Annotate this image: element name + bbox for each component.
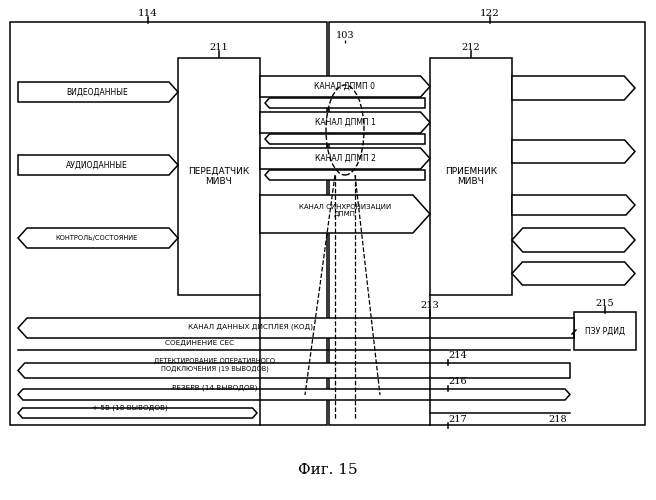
Text: КАНАЛ ДПМП 1: КАНАЛ ДПМП 1 bbox=[315, 118, 375, 126]
Polygon shape bbox=[260, 148, 430, 169]
Text: 217: 217 bbox=[448, 416, 467, 424]
Text: 122: 122 bbox=[480, 8, 500, 18]
Polygon shape bbox=[18, 228, 178, 248]
Polygon shape bbox=[265, 134, 425, 144]
Text: 211: 211 bbox=[210, 42, 228, 51]
Text: + 5В (18 ВЫВОДОВ): + 5В (18 ВЫВОДОВ) bbox=[92, 405, 168, 411]
Polygon shape bbox=[18, 318, 574, 338]
Polygon shape bbox=[18, 389, 570, 400]
Polygon shape bbox=[265, 170, 425, 180]
Polygon shape bbox=[512, 76, 635, 100]
Text: СОЕДИНЕНИЕ СЕС: СОЕДИНЕНИЕ СЕС bbox=[165, 340, 235, 346]
Text: АУДИОДАННЫЕ: АУДИОДАННЫЕ bbox=[66, 160, 128, 170]
Bar bbox=[10, 22, 327, 425]
Text: 103: 103 bbox=[336, 32, 354, 40]
Text: 216: 216 bbox=[448, 378, 466, 386]
Polygon shape bbox=[18, 155, 178, 175]
Text: ПЗУ РДИД: ПЗУ РДИД bbox=[585, 326, 625, 336]
Text: РЕЗЕРВ (14 ВЫВОДОВ): РЕЗЕРВ (14 ВЫВОДОВ) bbox=[173, 385, 258, 391]
Text: 215: 215 bbox=[596, 298, 614, 308]
Bar bbox=[329, 22, 645, 425]
Text: ДЕТЕКТИРОВАНИЕ ОПЕРАТИВНОГО
ПОДКЛЮЧЕНИЯ (19 ВЫВОДОВ): ДЕТЕКТИРОВАНИЕ ОПЕРАТИВНОГО ПОДКЛЮЧЕНИЯ … bbox=[154, 358, 276, 372]
Text: ВИДЕОДАННЫЕ: ВИДЕОДАННЫЕ bbox=[66, 88, 128, 96]
Polygon shape bbox=[260, 195, 430, 233]
Bar bbox=[178, 58, 260, 295]
Text: КАНАЛ ДПМП 2: КАНАЛ ДПМП 2 bbox=[315, 154, 375, 162]
Bar bbox=[430, 58, 512, 295]
Polygon shape bbox=[512, 140, 635, 163]
Polygon shape bbox=[512, 195, 635, 215]
Text: КАНАЛ СИНХРОНИЗАЦИИ
ДПМП: КАНАЛ СИНХРОНИЗАЦИИ ДПМП bbox=[299, 204, 391, 216]
Polygon shape bbox=[512, 262, 635, 285]
Text: ПРИЕМНИК
МИВЧ: ПРИЕМНИК МИВЧ bbox=[445, 167, 497, 186]
Text: КОНТРОЛЬ/СОСТОЯНИЕ: КОНТРОЛЬ/СОСТОЯНИЕ bbox=[56, 235, 138, 241]
Polygon shape bbox=[260, 76, 430, 97]
Text: 212: 212 bbox=[462, 42, 480, 51]
Text: КАНАЛ ДПМП 0: КАНАЛ ДПМП 0 bbox=[314, 82, 375, 90]
Text: 218: 218 bbox=[548, 416, 567, 424]
Polygon shape bbox=[18, 363, 570, 378]
Text: Фиг. 15: Фиг. 15 bbox=[298, 463, 358, 477]
Bar bbox=[574, 312, 636, 350]
Polygon shape bbox=[512, 228, 635, 252]
Text: КАНАЛ ДАННЫХ ДИСПЛЕЯ (КОД): КАНАЛ ДАННЫХ ДИСПЛЕЯ (КОД) bbox=[188, 324, 312, 330]
Text: 213: 213 bbox=[420, 302, 440, 310]
Polygon shape bbox=[265, 98, 425, 108]
Text: 214: 214 bbox=[448, 352, 467, 360]
Polygon shape bbox=[18, 408, 257, 418]
Polygon shape bbox=[260, 112, 430, 133]
Text: ПЕРЕДАТЧИК
МИВЧ: ПЕРЕДАТЧИК МИВЧ bbox=[188, 167, 250, 186]
Polygon shape bbox=[18, 82, 178, 102]
Text: 114: 114 bbox=[138, 8, 158, 18]
